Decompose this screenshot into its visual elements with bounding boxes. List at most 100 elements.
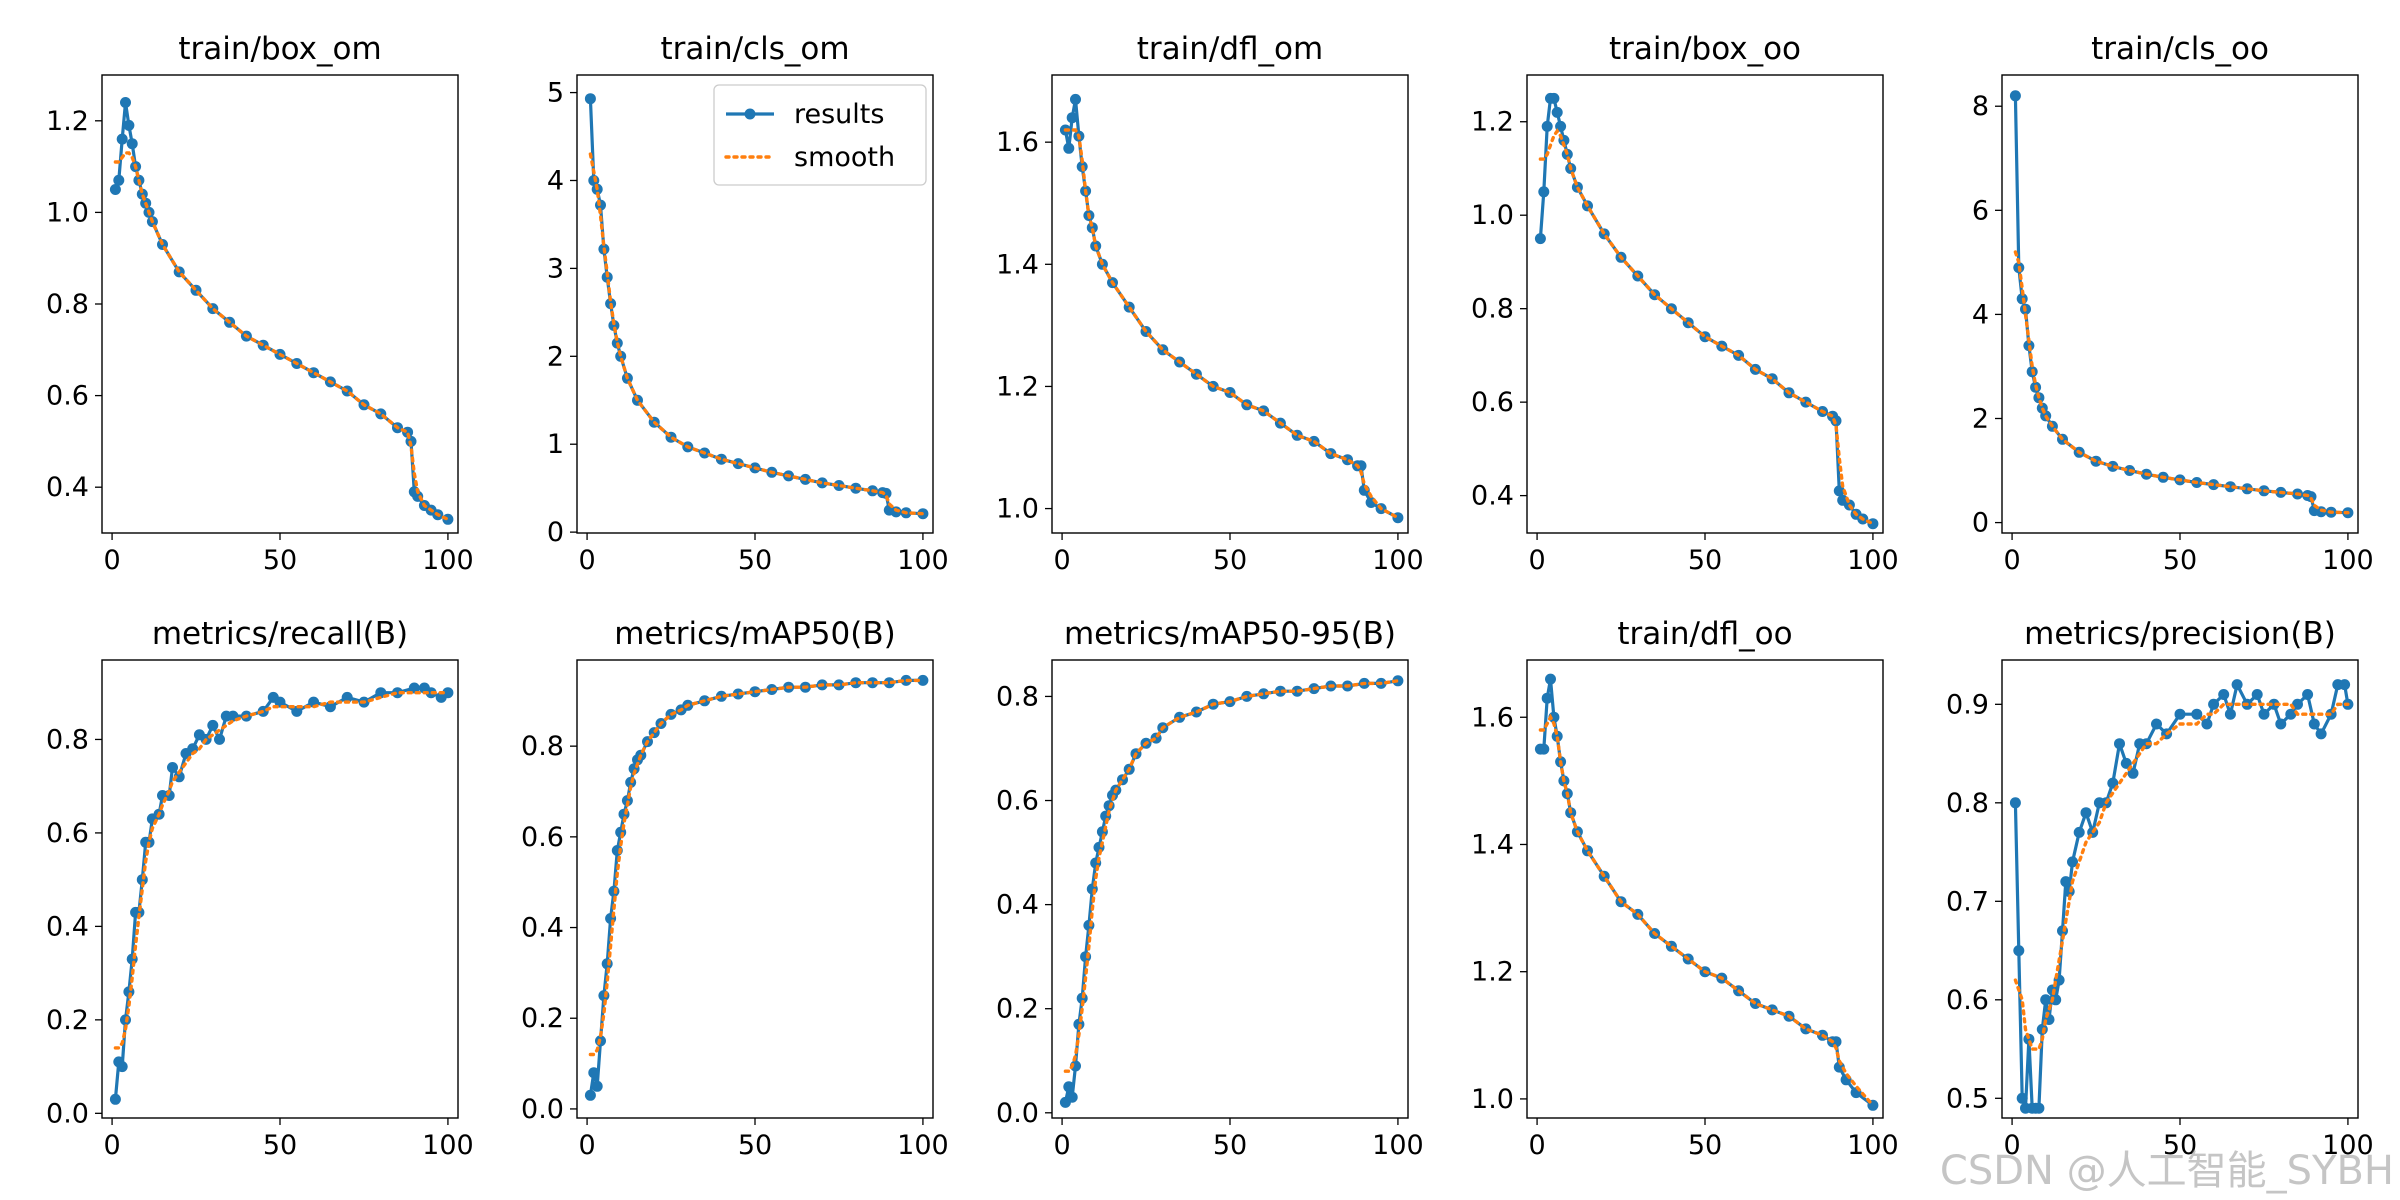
x-tick-label: 100 — [2322, 545, 2374, 576]
legend-smooth-label: smooth — [794, 142, 895, 173]
results-point — [2060, 876, 2072, 888]
results-point — [109, 1093, 121, 1105]
y-tick-label: 1.2 — [1471, 957, 1514, 988]
plot-area — [109, 682, 454, 1105]
axes-frame — [1051, 74, 1409, 534]
x-tick-label: 0 — [578, 1130, 595, 1161]
results-point — [584, 93, 596, 105]
x-tick-label: 0 — [1053, 1130, 1070, 1161]
results-point — [1548, 711, 1560, 723]
plot-area — [584, 93, 929, 520]
x-tick-label: 100 — [2322, 1130, 2374, 1161]
x-tick-label: 50 — [2163, 545, 2197, 576]
y-tick-label: 0.5 — [1946, 1083, 1989, 1114]
plot-area — [1059, 675, 1404, 1108]
results-point — [2208, 698, 2220, 710]
plot-area — [1059, 93, 1404, 524]
results-point — [732, 688, 744, 700]
axes-frame — [1526, 74, 1884, 534]
chart-title: metrics/mAP50-95(B) — [1064, 616, 1396, 652]
y-tick-label: 0.6 — [1946, 985, 1989, 1016]
results-point — [2127, 767, 2139, 779]
watermark-text: CSDN @人工智能_SYBH — [1939, 1148, 2394, 1194]
axes-frame — [576, 74, 934, 534]
y-tick-label: 1.6 — [1471, 702, 1514, 733]
results-point — [2073, 826, 2085, 838]
x-tick-label: 100 — [422, 545, 474, 576]
y-tick-label: 1.0 — [1471, 1084, 1514, 1115]
y-tick-label: 0.6 — [1471, 387, 1514, 418]
results-point — [2224, 481, 2236, 493]
x-tick-label: 0 — [2003, 545, 2020, 576]
x-tick-label: 50 — [738, 545, 772, 576]
x-tick-label: 0 — [1528, 1130, 1545, 1161]
results-series-line — [113, 100, 449, 521]
y-tick-label: 2 — [547, 341, 564, 372]
y-tick-label: 1.6 — [996, 127, 1039, 158]
results-point — [917, 674, 929, 686]
y-tick-label: 0.4 — [46, 911, 89, 942]
chart-title: train/cls_om — [660, 31, 849, 67]
smooth-series-line — [1063, 128, 1400, 520]
results-point — [1833, 485, 1845, 497]
results-point — [1541, 120, 1553, 132]
results-point — [591, 1080, 603, 1092]
plot-area — [1534, 92, 1879, 530]
x-tick-label: 100 — [1372, 545, 1424, 576]
smooth-series-line — [113, 691, 450, 1050]
x-tick-label: 0 — [578, 545, 595, 576]
x-tick-label: 100 — [1847, 545, 1899, 576]
axes-frame — [1051, 659, 1409, 1119]
axes-frame — [2001, 659, 2359, 1119]
smooth-series-line — [113, 151, 450, 521]
results-point — [341, 691, 353, 703]
axes-frame — [101, 659, 459, 1119]
results-point — [1086, 222, 1098, 234]
results-point — [1538, 743, 1550, 755]
results-point — [2016, 1092, 2028, 1104]
results-point — [1534, 233, 1546, 245]
y-tick-label: 0.4 — [996, 890, 1039, 921]
y-tick-label: 1.0 — [1471, 200, 1514, 231]
y-tick-label: 4 — [1972, 299, 1989, 330]
chart-train-cls-om: train/cls_om 0 50 100 0 1 2 3 4 5 results smooth — [547, 31, 949, 576]
results-point — [1538, 186, 1550, 198]
results-series-line — [1540, 677, 1874, 1107]
y-tick-label: 0.8 — [1946, 788, 1989, 819]
chart-title: metrics/precision(B) — [2024, 616, 2336, 652]
y-tick-label: 0.4 — [46, 472, 89, 503]
y-tick-label: 0.6 — [996, 786, 1039, 817]
plot-area — [1534, 673, 1879, 1111]
results-point — [2292, 698, 2303, 710]
results-series-line — [2013, 682, 2350, 1110]
results-point — [133, 906, 145, 918]
y-tick-label: 0.2 — [521, 1003, 564, 1034]
results-point — [1551, 730, 1563, 742]
results-point — [173, 771, 185, 783]
y-tick-label: 0.0 — [521, 1094, 564, 1125]
results-point — [1066, 112, 1078, 124]
smooth-series-line — [2013, 702, 2350, 1051]
y-tick-label: 0.8 — [46, 724, 89, 755]
results-point — [392, 687, 403, 699]
results-point — [2218, 689, 2230, 700]
results-point — [2151, 718, 2162, 730]
results-point — [2251, 689, 2263, 700]
y-tick-label: 0.8 — [996, 681, 1039, 712]
results-point — [1274, 685, 1286, 697]
results-point — [2201, 718, 2213, 730]
y-tick-label: 1.0 — [46, 197, 89, 228]
chart-train-box-om: train/box_om 0 50 100 0.4 0.6 0.8 1.0 1.2 — [46, 31, 474, 576]
results-series-line — [1538, 96, 1874, 526]
chart-title: train/box_oo — [1609, 31, 1801, 67]
x-tick-label: 100 — [422, 1130, 474, 1161]
smooth-series-line — [1063, 679, 1400, 1073]
results-point — [2275, 718, 2287, 730]
smooth-series-line — [1538, 128, 1875, 526]
smooth-series-line — [2013, 250, 2350, 515]
results-point — [207, 719, 219, 731]
smooth-series-line — [1538, 713, 1875, 1108]
x-tick-label: 100 — [897, 1130, 949, 1161]
results-point — [2107, 460, 2119, 472]
